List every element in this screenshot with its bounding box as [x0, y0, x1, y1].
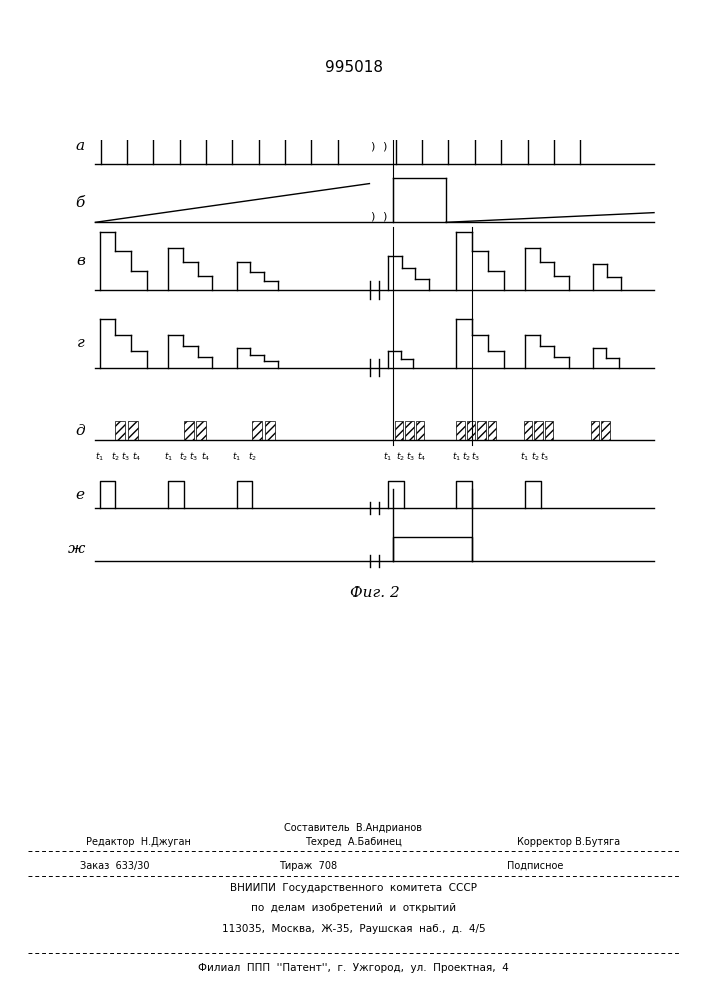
- Text: в: в: [76, 254, 85, 268]
- Text: е: е: [76, 488, 85, 502]
- Text: Редактор  Н.Джуган: Редактор Н.Джуган: [86, 837, 192, 847]
- Text: ): ): [382, 212, 387, 222]
- Text: $t_4$: $t_4$: [201, 451, 210, 463]
- Text: ): ): [370, 212, 374, 222]
- Bar: [488, 421, 496, 440]
- Text: $t_2$: $t_2$: [395, 451, 404, 463]
- Text: $t_2$: $t_2$: [180, 451, 188, 463]
- Bar: [477, 421, 486, 440]
- Text: Тираж  708: Тираж 708: [279, 861, 337, 871]
- Bar: [395, 421, 403, 440]
- Text: Техред  А.Бабинец: Техред А.Бабинец: [305, 837, 402, 847]
- Text: б: б: [76, 196, 85, 210]
- Text: ВНИИПИ  Государственного  комитета  СССР: ВНИИПИ Государственного комитета СССР: [230, 883, 477, 893]
- Bar: [591, 421, 600, 440]
- Bar: [115, 421, 125, 440]
- Text: Фиг. 2: Фиг. 2: [350, 586, 399, 600]
- Text: $t_2$: $t_2$: [111, 451, 120, 463]
- Text: $t_1$: $t_1$: [452, 451, 461, 463]
- Text: ж: ж: [67, 542, 85, 556]
- Text: ): ): [370, 141, 374, 151]
- Text: $t_3$: $t_3$: [406, 451, 414, 463]
- Text: $t_4$: $t_4$: [132, 451, 141, 463]
- Text: $t_2$: $t_2$: [462, 451, 472, 463]
- Bar: [524, 421, 532, 440]
- Bar: [184, 421, 194, 440]
- Text: 995018: 995018: [325, 60, 382, 76]
- Text: Корректор В.Бутяга: Корректор В.Бутяга: [517, 837, 620, 847]
- Bar: [545, 421, 554, 440]
- Text: Подписное: Подписное: [508, 861, 563, 871]
- Bar: [405, 421, 414, 440]
- Text: $t_1$: $t_1$: [95, 451, 104, 463]
- Text: $t_1$: $t_1$: [163, 451, 173, 463]
- Bar: [252, 421, 262, 440]
- Text: $t_1$: $t_1$: [520, 451, 530, 463]
- Text: ): ): [382, 141, 387, 151]
- Bar: [127, 421, 138, 440]
- Text: 113035,  Москва,  Ж-35,  Раушская  наб.,  д.  4/5: 113035, Москва, Ж-35, Раушская наб., д. …: [222, 924, 485, 934]
- Bar: [196, 421, 206, 440]
- Text: $t_1$: $t_1$: [232, 451, 241, 463]
- Bar: [602, 421, 609, 440]
- Text: $t_3$: $t_3$: [121, 451, 130, 463]
- Text: Заказ  633/30: Заказ 633/30: [81, 861, 150, 871]
- Text: $t_2$: $t_2$: [531, 451, 540, 463]
- Text: $t_3$: $t_3$: [472, 451, 481, 463]
- Text: $t_3$: $t_3$: [189, 451, 199, 463]
- Text: по  делам  изобретений  и  открытий: по делам изобретений и открытий: [251, 903, 456, 913]
- Bar: [264, 421, 274, 440]
- Bar: [467, 421, 475, 440]
- Text: $t_1$: $t_1$: [383, 451, 392, 463]
- Text: Составитель  В.Андрианов: Составитель В.Андрианов: [284, 823, 423, 833]
- Bar: [457, 421, 464, 440]
- Text: г: г: [77, 336, 85, 350]
- Text: а: а: [76, 139, 85, 153]
- Text: д: д: [75, 424, 85, 438]
- Text: Филиал  ППП  ''Патент'',  г.  Ужгород,  ул.  Проектная,  4: Филиал ППП ''Патент'', г. Ужгород, ул. П…: [198, 963, 509, 973]
- Bar: [534, 421, 543, 440]
- Bar: [416, 421, 424, 440]
- Text: $t_3$: $t_3$: [540, 451, 549, 463]
- Text: $t_4$: $t_4$: [416, 451, 426, 463]
- Text: $t_2$: $t_2$: [248, 451, 257, 463]
